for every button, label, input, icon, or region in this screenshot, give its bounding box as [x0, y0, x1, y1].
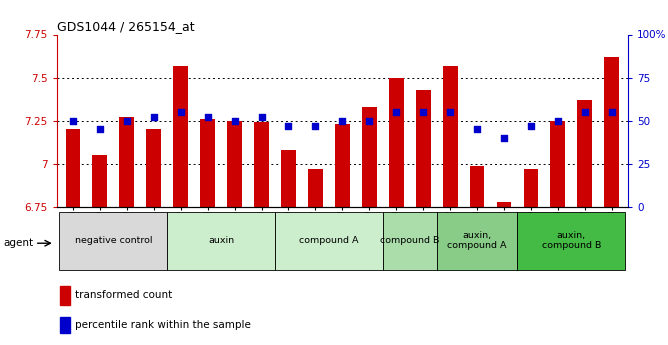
- Point: [472, 127, 482, 132]
- Bar: [146, 129, 161, 207]
- Point: [67, 118, 78, 124]
- Point: [257, 115, 267, 120]
- Point: [95, 127, 106, 132]
- Point: [229, 118, 240, 124]
- Point: [283, 123, 294, 129]
- Text: auxin,
compound A: auxin, compound A: [448, 231, 507, 250]
- Bar: [59, 211, 167, 270]
- Bar: [254, 122, 269, 207]
- Text: negative control: negative control: [75, 236, 152, 245]
- Bar: [65, 129, 80, 207]
- Bar: [518, 211, 625, 270]
- Bar: [92, 155, 108, 207]
- Point: [552, 118, 563, 124]
- Point: [176, 109, 186, 115]
- Bar: [383, 211, 437, 270]
- Text: auxin,
compound B: auxin, compound B: [542, 231, 601, 250]
- Bar: [173, 66, 188, 207]
- Bar: [59, 286, 70, 305]
- Bar: [335, 124, 350, 207]
- Point: [418, 109, 428, 115]
- Point: [364, 118, 375, 124]
- Text: agent: agent: [3, 238, 33, 248]
- Point: [579, 109, 590, 115]
- Bar: [200, 119, 215, 207]
- Bar: [59, 317, 70, 333]
- Point: [148, 115, 159, 120]
- Point: [122, 118, 132, 124]
- Bar: [443, 66, 458, 207]
- Bar: [470, 166, 484, 207]
- Bar: [524, 169, 538, 207]
- Text: percentile rank within the sample: percentile rank within the sample: [75, 320, 251, 330]
- Bar: [550, 121, 565, 207]
- Bar: [496, 202, 512, 207]
- Bar: [415, 90, 431, 207]
- Bar: [308, 169, 323, 207]
- Bar: [275, 211, 383, 270]
- Point: [498, 135, 509, 141]
- Point: [202, 115, 213, 120]
- Point: [310, 123, 321, 129]
- Point: [337, 118, 347, 124]
- Bar: [281, 150, 296, 207]
- Text: GDS1044 / 265154_at: GDS1044 / 265154_at: [57, 20, 194, 33]
- Point: [445, 109, 456, 115]
- Bar: [389, 78, 403, 207]
- Text: transformed count: transformed count: [75, 290, 172, 300]
- Bar: [437, 211, 518, 270]
- Point: [607, 109, 617, 115]
- Text: auxin: auxin: [208, 236, 234, 245]
- Bar: [120, 117, 134, 207]
- Text: compound B: compound B: [380, 236, 440, 245]
- Point: [391, 109, 401, 115]
- Point: [526, 123, 536, 129]
- Bar: [577, 100, 593, 207]
- Bar: [167, 211, 275, 270]
- Bar: [227, 121, 242, 207]
- Text: compound A: compound A: [299, 236, 359, 245]
- Bar: [362, 107, 377, 207]
- Bar: [605, 57, 619, 207]
